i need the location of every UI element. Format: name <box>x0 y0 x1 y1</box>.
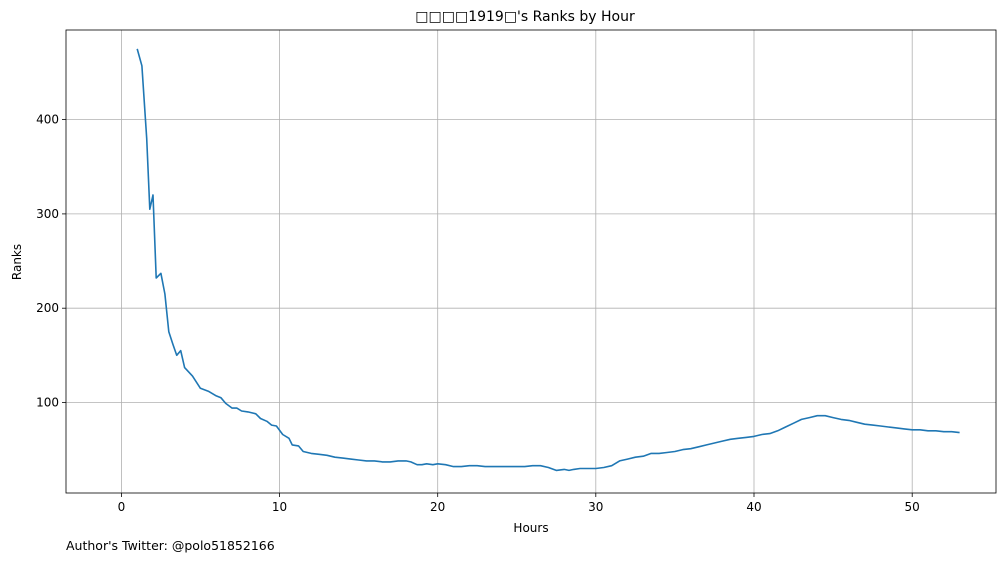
grid <box>66 30 996 493</box>
x-tick-label: 50 <box>905 500 920 514</box>
chart-title: □□□□1919□'s Ranks by Hour <box>415 9 635 25</box>
x-tick-label: 30 <box>588 500 603 514</box>
axis-ticks: 0 10 20 30 40 50 100 200 300 400 <box>36 113 920 514</box>
x-tick-label: 10 <box>272 500 287 514</box>
y-axis-label: Ranks <box>10 244 24 280</box>
y-tick-label: 400 <box>36 113 59 127</box>
y-tick-label: 300 <box>36 207 59 221</box>
x-tick-label: 20 <box>430 500 445 514</box>
series-layer <box>136 48 960 472</box>
y-tick-label: 200 <box>36 301 59 315</box>
x-tick-label: 0 <box>118 500 126 514</box>
author-credit: Author's Twitter: @polo51852166 <box>66 538 275 553</box>
x-tick-label: 40 <box>746 500 761 514</box>
y-tick-label: 100 <box>36 396 59 410</box>
plot-frame <box>65 29 997 494</box>
x-axis-label: Hours <box>513 521 548 535</box>
series-line <box>136 48 960 472</box>
